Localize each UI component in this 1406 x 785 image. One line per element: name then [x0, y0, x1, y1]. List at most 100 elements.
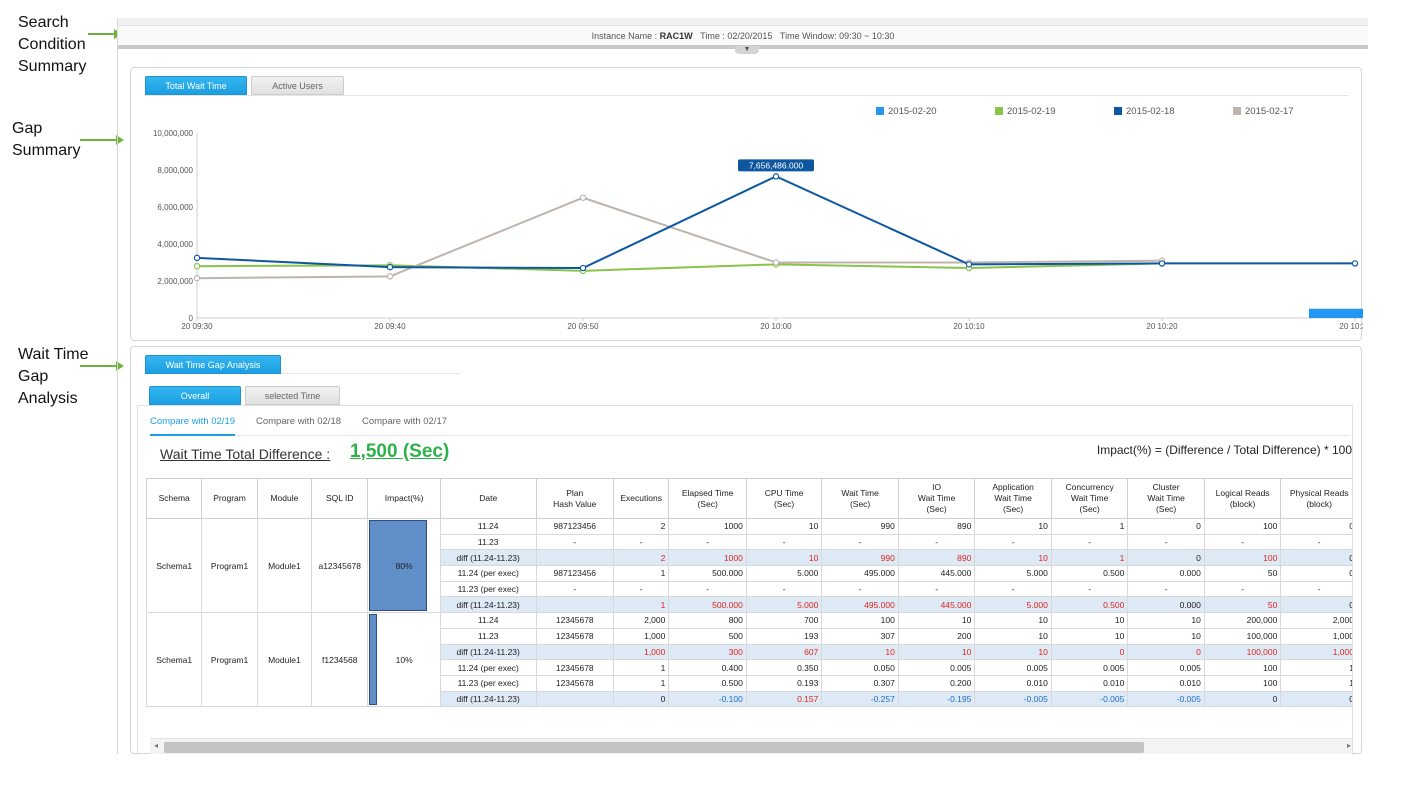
cell-plan-hash: 12345678	[535, 612, 615, 629]
table-row[interactable]: Schema1 Program1 Module1 f1234568 10% 11.24 12…	[145, 612, 1352, 708]
column-header[interactable]: Logical Reads (block)	[1203, 478, 1282, 519]
cell-plan-hash	[535, 549, 615, 567]
scroll-right-icon[interactable]: ▸	[1346, 741, 1351, 750]
tab-compare-0218[interactable]: Compare with 02/18	[256, 416, 342, 427]
cell-value: 200,000	[1203, 612, 1282, 629]
table-row[interactable]: diff (11.24-11.23)210001099089010101000	[147, 549, 1352, 567]
column-header[interactable]: Physical Reads (block)	[1280, 478, 1352, 519]
table-row[interactable]: diff (11.24-11.23) 0 -0.100 0.157 -0.257 -0.1…	[147, 690, 1352, 708]
total-wait-time-chart: 0 2,000,000 4,000,000 6,000,000 8,000,000 10,…	[153, 129, 1363, 331]
horizontal-scrollbar[interactable]: ◂ ▸	[150, 738, 1352, 754]
cell-value: 10	[745, 549, 823, 567]
cell-value: -	[1127, 533, 1205, 551]
cell-plan-hash: 987123456	[535, 565, 615, 582]
cell-value: 10	[1127, 627, 1205, 645]
cell-value: 0	[1280, 596, 1352, 614]
column-header[interactable]: IO Wait Time (Sec)	[897, 478, 976, 519]
table-row[interactable]: 11.23 (per exec) 12345678 1 0.500 0.193 0.307…	[147, 674, 1352, 692]
column-header[interactable]: Impact(%)	[367, 478, 441, 519]
cell-value: -	[745, 533, 823, 551]
tab-total-wait-time[interactable]: Total Wait Time	[145, 76, 247, 95]
cell-value: 0	[1050, 643, 1129, 661]
tab-overall[interactable]: Overall	[149, 386, 241, 405]
column-header[interactable]: Schema	[145, 478, 203, 519]
tab-compare-0217[interactable]: Compare with 02/17	[362, 416, 448, 427]
column-header[interactable]: SQL ID	[311, 478, 369, 519]
column-header[interactable]: Plan Hash Value	[535, 478, 615, 519]
cell-impact: 10%	[367, 612, 441, 708]
impact-bar	[369, 614, 377, 706]
table-row[interactable]: 11.23- - - - - - - - - - -	[147, 533, 1352, 551]
legend-item[interactable]: 2015-02-20	[876, 106, 937, 117]
annotation-search-condition: Search Condition Summary	[18, 14, 87, 75]
series-point-2015-02-17	[193, 275, 201, 282]
cell-value: 607	[745, 643, 823, 661]
table-row[interactable]: 11.23 12345678 1,000 500 193 307 200 10 10 10 100,…	[147, 627, 1352, 645]
cell-date: 11.23	[439, 533, 537, 551]
cell-value: 0.193	[745, 674, 823, 692]
cell-value: -	[1203, 533, 1282, 551]
column-header[interactable]: CPU Time (Sec)	[745, 478, 823, 519]
analysis-content: Compare with 02/19 Compare with 02/18 Co…	[137, 405, 1353, 755]
instance-label: Instance Name :	[591, 31, 658, 41]
cell-date: diff (11.24-11.23)	[439, 549, 537, 567]
tab-divider	[281, 373, 461, 374]
legend-item[interactable]: 2015-02-17	[1233, 106, 1294, 117]
tab-active-users[interactable]: Active Users	[251, 76, 344, 95]
cell-value: -	[1203, 580, 1282, 598]
tab-wait-time-gap-analysis[interactable]: Wait Time Gap Analysis	[145, 355, 281, 374]
cell-value: 0.050	[821, 659, 899, 676]
cell-value: -0.005	[1050, 690, 1129, 708]
scroll-left-icon[interactable]: ◂	[154, 741, 159, 750]
impact-label: 80%	[395, 560, 413, 571]
x-tick-label: 20 10:30	[1339, 322, 1363, 331]
cell-plan-hash: 12345678	[535, 674, 615, 692]
table-row[interactable]: Schema1 Program1 Module1 a12345678 80% 11.24 9…	[145, 517, 1352, 614]
legend-item[interactable]: 2015-02-18	[1114, 106, 1175, 117]
cell-value: 2	[613, 549, 670, 567]
cell-value: 1,000	[1280, 643, 1352, 661]
cell-value: 495.000	[821, 565, 899, 582]
column-header[interactable]: Executions	[613, 478, 670, 519]
table-row[interactable]: diff (11.24-11.23) 1,000 300 607 10 10 10 0 0 100…	[147, 643, 1352, 661]
cell-date: diff (11.24-11.23)	[439, 643, 537, 661]
cell-value: 307	[821, 627, 899, 645]
tab-selected-time[interactable]: selected Time	[245, 386, 340, 405]
cell-program: Program1	[201, 517, 258, 614]
cell-plan-hash	[535, 690, 615, 708]
scrollbar-thumb[interactable]	[164, 742, 1144, 753]
cell-value: 0.400	[668, 659, 747, 676]
column-header[interactable]: Elapsed Time (Sec)	[668, 478, 747, 519]
cell-value: 10	[1127, 612, 1205, 629]
table-row[interactable]: 11.23 (per exec) - - - - - - - - - - -	[147, 580, 1352, 598]
cell-plan-hash: -	[535, 580, 615, 598]
cell-value: 2,000	[613, 612, 670, 629]
table-row[interactable]: diff (11.24-11.23) 1 500.000 5.000 495.000 44…	[147, 596, 1352, 614]
top-bar	[118, 18, 1368, 26]
cell-value: 0	[1280, 518, 1352, 535]
cell-value: 50	[1203, 596, 1282, 614]
collapse-toggle[interactable]: ▼	[735, 46, 759, 54]
column-header[interactable]: Concurrency Wait Time (Sec)	[1050, 478, 1129, 519]
column-header[interactable]: Date	[439, 478, 537, 519]
column-header[interactable]: Cluster Wait Time (Sec)	[1127, 478, 1205, 519]
legend-item[interactable]: 2015-02-19	[995, 106, 1056, 117]
cell-value: 0.010	[1050, 674, 1129, 692]
column-header[interactable]: Application Wait Time (Sec)	[974, 478, 1052, 519]
cell-impact: 80%	[367, 517, 441, 614]
cell-value: -	[668, 533, 747, 551]
annotation-wait-time-gap: Wait Time Gap Analysis	[18, 346, 89, 407]
table-row[interactable]: 11.24 (per exec) 12345678 1 0.400 0.350 0.050…	[147, 659, 1352, 676]
cell-value: 0	[1127, 549, 1205, 567]
cell-value: 1	[613, 659, 670, 676]
column-header[interactable]: Wait Time (Sec)	[821, 478, 899, 519]
cell-date: 11.24 (per exec)	[439, 659, 537, 676]
cell-value: 10	[745, 518, 823, 535]
cell-value: 1,000	[613, 643, 670, 661]
cell-value: 1	[613, 674, 670, 692]
column-header[interactable]: Module	[256, 478, 313, 519]
cell-value: 10	[897, 643, 976, 661]
column-header[interactable]: Program	[201, 478, 258, 519]
tab-compare-0219[interactable]: Compare with 02/19	[150, 410, 236, 436]
cell-plan-hash: 12345678	[535, 659, 615, 676]
